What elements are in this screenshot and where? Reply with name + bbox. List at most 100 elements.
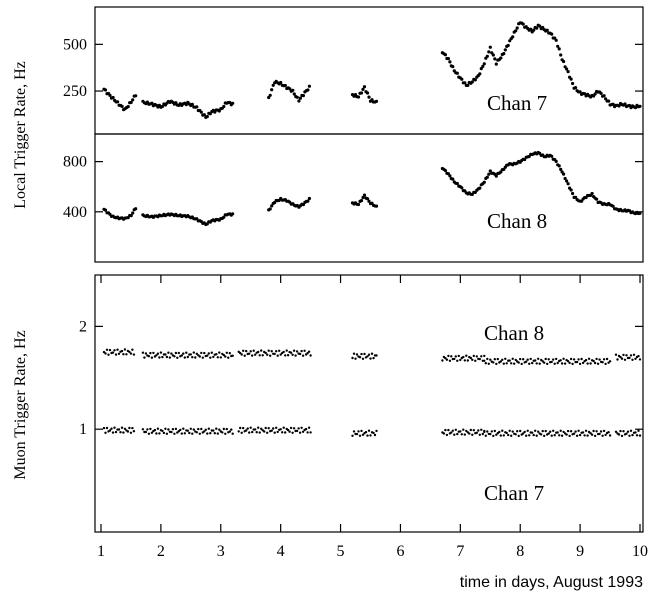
bottom-chan8-point: [143, 356, 146, 359]
top-data-point: [557, 47, 561, 51]
bottom-chan8-point: [251, 354, 254, 357]
bottom-chan7-point: [558, 434, 561, 437]
bottom-chan8-point: [559, 359, 562, 362]
middle-data-point: [103, 208, 108, 212]
bottom-chan8-point: [568, 361, 571, 365]
bottom-chan7-point: [102, 426, 106, 430]
middle-data-point: [574, 195, 578, 199]
bottom-chan8-point: [528, 362, 531, 365]
xtick-label: 6: [396, 543, 404, 560]
middle-data-point: [482, 180, 486, 184]
bottom-chan8-point: [159, 351, 163, 354]
bottom-chan7-point: [501, 429, 504, 432]
bottom-chan7-point: [634, 431, 637, 434]
bottom-chan7-point: [568, 434, 571, 438]
top-data-point: [515, 26, 519, 30]
bottom-chan8-point: [273, 352, 276, 356]
bottom-chan8-point: [352, 352, 356, 355]
bottom-chan8-point: [294, 354, 297, 357]
bottom-chan7-point: [222, 427, 225, 431]
bottom-chan8-point: [267, 349, 270, 352]
middle-data-point: [638, 211, 642, 215]
bottom-ytick-label: 2: [79, 318, 87, 335]
bottom-chan7-point: [113, 426, 116, 429]
top-data-point: [217, 109, 221, 113]
bottom-chan7-point: [213, 432, 216, 435]
top-data-point: [545, 28, 549, 32]
xtick-label: 7: [456, 543, 464, 560]
bottom-chan8-point: [108, 348, 112, 352]
top-data-point: [565, 67, 569, 71]
bottom-chan7-point: [525, 434, 528, 437]
top-data-point: [367, 95, 371, 99]
middle-data-point: [557, 164, 561, 168]
top-data-point: [184, 103, 188, 107]
bottom-chan7-point: [469, 428, 472, 432]
bottom-chan7-point: [179, 428, 182, 432]
top-data-point: [487, 50, 491, 54]
bottom-chan7-point: [565, 433, 568, 436]
bottom-chan8-point: [252, 349, 255, 352]
bottom-chan7-point: [552, 429, 555, 432]
middle-data-point: [359, 199, 364, 203]
bottom-chan7-point: [534, 429, 537, 432]
top-data-point: [460, 77, 464, 81]
bottom-chan7-point: [372, 431, 375, 435]
bottom-chan8-point: [605, 357, 609, 361]
bottom-chan8-point: [289, 351, 293, 354]
top-data-point: [569, 77, 573, 81]
x-axis-ticks: 1 2 3 4 5 6 7 8 9 10: [97, 275, 648, 560]
bottom-chan7-point: [451, 429, 454, 432]
bottom-chan7-point: [499, 434, 502, 437]
bottom-chan8-point: [275, 350, 278, 353]
top-ytick-label: 250: [63, 83, 87, 100]
bottom-chan7-point: [566, 429, 570, 433]
bottom-chan8-point: [292, 349, 296, 352]
bottom-chan7-point: [526, 429, 529, 432]
bottom-chan7-point: [595, 430, 598, 433]
bottom-chan8-point: [107, 353, 110, 356]
bottom-chan8-point: [206, 354, 209, 357]
x-axis-label: time in days, August 1993: [460, 574, 643, 591]
xtick-label: 10: [632, 543, 648, 560]
middle-data-point: [494, 174, 498, 178]
middle-data-point: [307, 196, 311, 201]
bottom-chan8-point: [231, 354, 234, 357]
bottom-chan8-point: [298, 352, 302, 356]
top-data-point: [271, 83, 275, 87]
middle-data-point: [487, 172, 491, 176]
top-data-point: [365, 91, 370, 95]
bottom-chan7-point: [108, 429, 112, 432]
middle-data-point: [563, 176, 567, 181]
top-data-point: [279, 80, 283, 85]
middle-data-point: [569, 188, 573, 192]
bottom-chan7-point: [472, 429, 475, 432]
bottom-chan8-point: [471, 358, 474, 361]
bottom-chan8-point: [144, 352, 148, 355]
bottom-chan8-point: [623, 358, 627, 361]
bottom-chan8-point: [156, 352, 160, 355]
bottom-chan8-point: [454, 355, 457, 358]
bottom-chan7-point: [282, 426, 285, 429]
bottom-chan7-point: [584, 429, 588, 432]
bottom-chan8-point: [198, 355, 201, 358]
bottom-chan7-point: [195, 431, 198, 434]
bottom-chan8-point: [480, 355, 483, 358]
bottom-chan7-point: [263, 430, 266, 433]
bottom-chan7-point: [204, 428, 207, 431]
bottom-chan7-point: [257, 426, 260, 429]
top-data-point: [103, 88, 108, 92]
bottom-chan8-point: [248, 352, 251, 355]
bottom-chan8-point: [634, 357, 637, 360]
bottom-chan7-point: [352, 430, 356, 433]
bottom-chan7-point: [275, 426, 278, 429]
bottom-chan7-point: [155, 432, 158, 435]
bottom-chan7-point: [304, 427, 308, 431]
bottom-chan7-point: [266, 431, 269, 434]
bottom-chan7-point: [174, 427, 178, 431]
bottom-chan7-point: [104, 431, 107, 434]
bottom-chan7-point: [111, 431, 115, 434]
bottom-chan8-point: [132, 353, 136, 356]
bottom-chan8-point: [282, 350, 285, 354]
